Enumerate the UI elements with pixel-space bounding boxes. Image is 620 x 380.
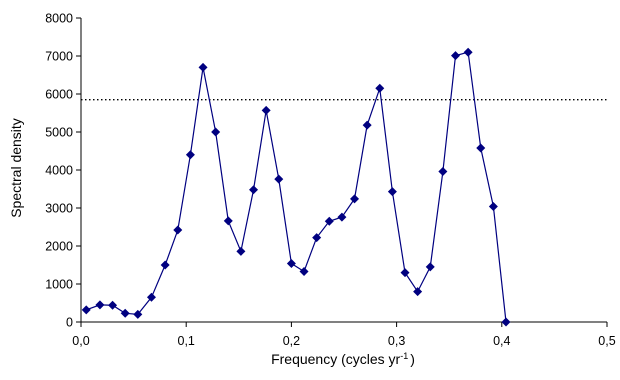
x-tick-label: 0,5: [598, 334, 615, 348]
data-point: [81, 305, 91, 315]
y-tick-label: 1000: [45, 278, 73, 292]
data-point: [451, 51, 461, 61]
data-point: [400, 268, 410, 278]
x-axis-title-main: Frequency (cycles yr: [271, 351, 400, 367]
data-point: [438, 167, 448, 177]
x-axis-title: Frequency (cycles yr-1): [271, 351, 415, 367]
data-point: [463, 47, 473, 57]
data-point: [387, 187, 397, 197]
y-tick-label: 8000: [45, 12, 73, 26]
y-tick-label: 3000: [45, 202, 73, 216]
data-point: [362, 120, 372, 130]
y-tick-label: 5000: [45, 126, 73, 140]
data-point: [173, 225, 183, 235]
data-point: [413, 287, 423, 297]
x-tick-label: 0,3: [388, 334, 405, 348]
x-tick-label: 0,0: [72, 334, 89, 348]
data-point: [249, 185, 259, 195]
data-point: [236, 246, 246, 256]
data-point: [299, 266, 309, 276]
data-point: [476, 143, 486, 153]
x-axis-title-superscript: -1: [400, 351, 408, 361]
data-point: [488, 201, 498, 211]
axes: 0 1000 2000 3000 4000 5000 6000 7000 8000 0,0 0,1 0…: [45, 12, 616, 349]
data-point: [286, 258, 296, 268]
y-tick-label: 7000: [45, 50, 73, 64]
y-tick-label: 2000: [45, 240, 73, 254]
x-tick-label: 0,4: [493, 334, 510, 348]
data-point: [146, 292, 156, 302]
data-point: [261, 105, 271, 115]
x-tick-label: 0,1: [178, 334, 195, 348]
data-point: [337, 212, 347, 222]
data-point: [501, 317, 511, 327]
data-point: [160, 260, 170, 270]
series-line: [86, 51, 507, 323]
data-point: [324, 216, 334, 226]
y-tick-label: 6000: [45, 88, 73, 102]
series-group: [81, 47, 511, 327]
y-tick-label: 0: [66, 316, 73, 330]
y-axis-title: Spectral density: [8, 118, 24, 218]
data-point: [95, 300, 105, 310]
data-point: [120, 308, 130, 318]
y-tick-label: 4000: [45, 164, 73, 178]
data-point: [108, 300, 118, 310]
data-point: [198, 62, 208, 72]
data-point: [211, 127, 221, 137]
data-point: [425, 262, 435, 272]
data-point: [223, 216, 233, 226]
data-point: [133, 309, 143, 319]
data-point: [375, 83, 385, 93]
x-tick-label: 0,2: [283, 334, 300, 348]
data-point: [312, 233, 322, 243]
data-point: [185, 150, 195, 160]
x-axis-title-end: ): [410, 351, 415, 367]
data-point: [350, 194, 360, 204]
data-point: [274, 174, 284, 184]
